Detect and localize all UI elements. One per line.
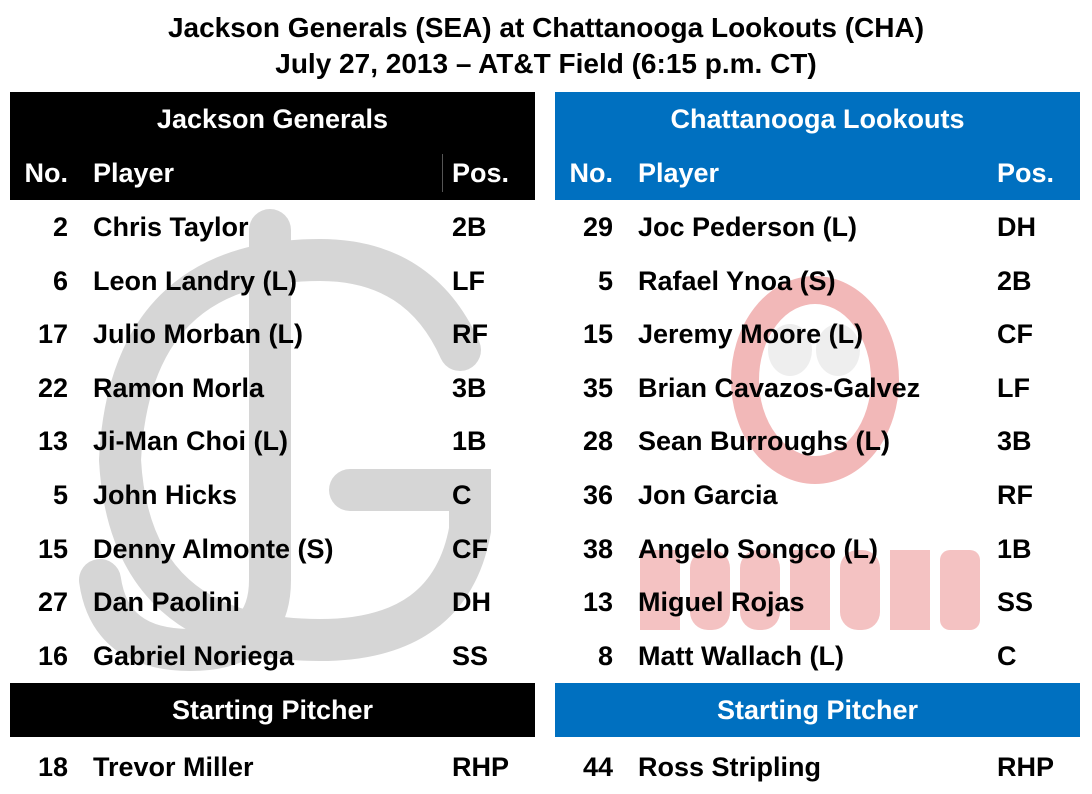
starting-pitcher-header: Starting Pitcher: [555, 683, 1080, 737]
player-name: Gabriel Noriega: [93, 640, 295, 671]
player-number: 27: [37, 587, 68, 618]
player-number: 15: [582, 319, 613, 350]
player-number: 6: [52, 265, 68, 296]
player-number: 13: [582, 587, 613, 618]
column-header: No. Player Pos.: [555, 146, 1080, 200]
player-name: Miguel Rojas: [638, 587, 805, 618]
player-position: 2B: [452, 212, 487, 242]
table-row: 22 Ramon Morla 3B: [10, 362, 535, 415]
player-name: Ross Stripling: [638, 752, 822, 782]
table-row: 35 Brian Cavazos-Galvez LF: [555, 362, 1080, 415]
player-position: LF: [997, 372, 1030, 403]
player-position: RHP: [452, 752, 510, 782]
player-position: 1B: [997, 533, 1032, 564]
player-name: Sean Burroughs (L): [638, 426, 891, 457]
table-row: 16 Gabriel Noriega SS: [10, 630, 535, 683]
starting-pitcher-row: 44 Ross Stripling RHP: [555, 741, 1080, 794]
player-position: SS: [997, 587, 1034, 618]
col-player: Player: [638, 158, 720, 188]
player-number: 29: [582, 212, 613, 242]
player-position: SS: [452, 640, 489, 671]
player-name: Chris Taylor: [93, 212, 249, 242]
player-number: 16: [37, 640, 68, 671]
player-number: 8: [597, 640, 613, 671]
table-row: 8 Matt Wallach (L) C: [555, 630, 1080, 683]
player-number: 5: [52, 480, 68, 510]
player-number: 5: [597, 265, 613, 296]
player-position: DH: [997, 212, 1036, 242]
table-row: 36 Jon Garcia RF: [555, 469, 1080, 522]
table-row: 15 Denny Almonte (S) CF: [10, 523, 535, 576]
col-no: No.: [24, 158, 69, 188]
col-player: Player: [93, 158, 175, 188]
player-name: Brian Cavazos-Galvez: [638, 372, 921, 403]
player-name: Joc Pederson (L): [638, 212, 858, 242]
team-header: Chattanooga Lookouts: [555, 92, 1080, 146]
player-name: John Hicks: [93, 480, 238, 510]
player-number: 36: [582, 480, 613, 510]
title-line-2: July 27, 2013 – AT&T Field (6:15 p.m. CT…: [275, 48, 817, 79]
player-position: 1B: [452, 426, 487, 457]
table-row: 5 Rafael Ynoa (S) 2B: [555, 255, 1080, 308]
player-name: Ji-Man Choi (L): [93, 426, 288, 457]
column-divider: [442, 154, 443, 192]
player-name: Dan Paolini: [93, 587, 241, 618]
player-number: 22: [37, 372, 68, 403]
table-row: 13 Miguel Rojas SS: [555, 576, 1080, 629]
table-row: 17 Julio Morban (L) RF: [10, 308, 535, 361]
player-position: CF: [452, 533, 488, 564]
player-name: Ramon Morla: [93, 372, 265, 403]
player-name: Julio Morban (L): [93, 319, 303, 350]
player-position: RHP: [997, 752, 1055, 782]
player-position: 3B: [452, 372, 487, 403]
table-row: 5 John Hicks C: [10, 469, 535, 522]
player-name: Leon Landry (L): [93, 265, 297, 296]
table-row: 6 Leon Landry (L) LF: [10, 255, 535, 308]
player-position: LF: [452, 265, 485, 296]
player-number: 28: [582, 426, 613, 457]
player-position: 3B: [997, 426, 1032, 457]
player-position: C: [997, 640, 1017, 671]
table-row: 15 Jeremy Moore (L) CF: [555, 308, 1080, 361]
column-header: No. Player Pos.: [10, 146, 535, 200]
player-position: RF: [452, 319, 488, 350]
player-number: 15: [37, 533, 68, 564]
table-row: 13 Ji-Man Choi (L) 1B: [10, 415, 535, 468]
player-name: Jon Garcia: [638, 480, 778, 510]
title-line-1: Jackson Generals (SEA) at Chattanooga Lo…: [167, 12, 925, 43]
player-number: 2: [52, 212, 68, 242]
table-row: 28 Sean Burroughs (L) 3B: [555, 415, 1080, 468]
col-no: No.: [569, 158, 614, 188]
col-pos: Pos.: [997, 158, 1055, 188]
player-position: C: [452, 480, 472, 510]
player-name: Rafael Ynoa (S): [638, 265, 836, 296]
table-row: 29 Joc Pederson (L) DH: [555, 201, 1080, 254]
table-row: 38 Angelo Songco (L) 1B: [555, 523, 1080, 576]
table-row: 27 Dan Paolini DH: [10, 576, 535, 629]
player-number: 17: [37, 319, 68, 350]
player-name: Angelo Songco (L): [638, 533, 878, 564]
player-number: 35: [582, 372, 613, 403]
player-name: Trevor Miller: [93, 752, 254, 782]
player-number: 13: [37, 426, 68, 457]
team-header: Jackson Generals: [10, 92, 535, 146]
player-position: RF: [997, 480, 1033, 510]
starting-pitcher-header: Starting Pitcher: [10, 683, 535, 737]
table-row: 2 Chris Taylor 2B: [10, 201, 535, 254]
player-name: Matt Wallach (L): [638, 640, 844, 671]
player-position: 2B: [997, 265, 1032, 296]
player-name: Jeremy Moore (L): [638, 319, 864, 350]
col-pos: Pos.: [452, 158, 510, 188]
player-name: Denny Almonte (S): [93, 533, 334, 564]
player-position: CF: [997, 319, 1033, 350]
starting-pitcher-row: 18 Trevor Miller RHP: [10, 741, 535, 794]
player-number: 18: [37, 752, 68, 782]
player-number: 38: [582, 533, 613, 564]
player-position: DH: [452, 587, 491, 618]
player-number: 44: [582, 752, 613, 782]
